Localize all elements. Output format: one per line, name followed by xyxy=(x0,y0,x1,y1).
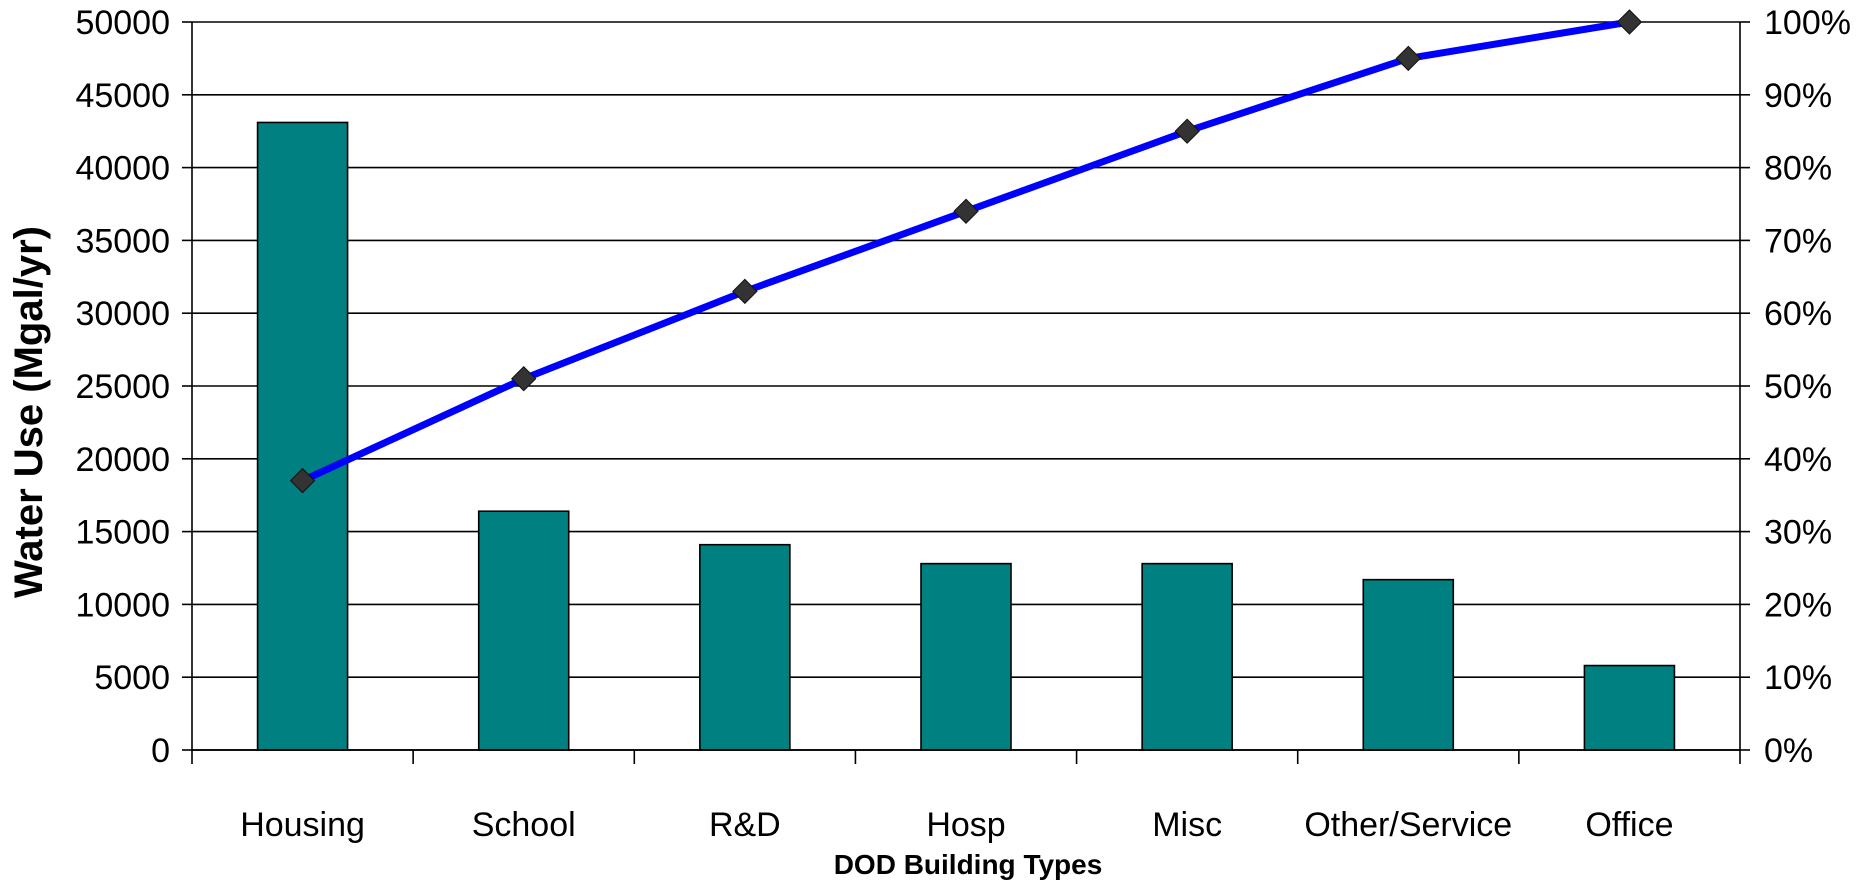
right-tick-label: 20% xyxy=(1764,586,1832,624)
cumulative-point-marker xyxy=(511,366,537,392)
category-label: School xyxy=(472,806,576,844)
cumulative-line xyxy=(299,18,1633,485)
left-tick-label: 35000 xyxy=(75,222,170,260)
right-tick-label: 90% xyxy=(1764,77,1832,115)
bar xyxy=(477,510,570,751)
bar xyxy=(256,121,349,751)
x-axis-title: DOD Building Types xyxy=(834,849,1103,880)
right-tick-label: 70% xyxy=(1764,222,1832,260)
left-tick-label: 5000 xyxy=(94,659,170,697)
category-label: Housing xyxy=(240,806,365,844)
cumulative-point-marker xyxy=(289,467,316,494)
right-tick-label: 60% xyxy=(1764,295,1832,333)
cumulative-markers xyxy=(289,9,1643,494)
left-tick-label: 25000 xyxy=(75,368,170,406)
cumulative-point-marker xyxy=(732,278,758,305)
category-label: Misc xyxy=(1152,806,1222,844)
bars xyxy=(256,121,1676,751)
axes xyxy=(182,21,1750,764)
left-tick-label: 0 xyxy=(151,732,170,770)
labels: 0 0% 5000 10% 10000 20% 15000 30% 20000 40% 25000 5… xyxy=(75,4,1851,844)
right-tick-label: 30% xyxy=(1764,514,1832,552)
category-label: Hosp xyxy=(926,806,1005,844)
right-tick-label: 0% xyxy=(1764,732,1813,770)
right-tick-label: 10% xyxy=(1764,659,1832,697)
left-tick-label: 20000 xyxy=(75,441,170,479)
left-tick-label: 50000 xyxy=(75,4,170,42)
left-tick-label: 45000 xyxy=(75,77,170,115)
cumulative-point-marker xyxy=(1616,9,1643,35)
gridlines xyxy=(192,21,1740,751)
y-axis-title: Water Use (Mgal/yr) xyxy=(7,226,51,598)
left-tick-label: 10000 xyxy=(75,586,170,624)
category-label: Other/Service xyxy=(1304,806,1512,844)
bar xyxy=(920,562,1012,751)
bar xyxy=(1141,562,1233,751)
cumulative-point-marker xyxy=(953,198,979,224)
bar xyxy=(1583,664,1676,751)
cumulative-point-marker xyxy=(1174,118,1200,144)
left-tick-label: 40000 xyxy=(75,150,170,188)
bar xyxy=(1362,578,1455,751)
right-tick-label: 100% xyxy=(1764,4,1851,42)
right-tick-label: 50% xyxy=(1764,368,1832,406)
category-label: R&D xyxy=(709,806,781,844)
cumulative-percent-line xyxy=(299,18,1633,485)
cumulative-point-marker xyxy=(1395,45,1421,72)
right-tick-label: 40% xyxy=(1764,441,1832,479)
left-tick-label: 30000 xyxy=(75,295,170,333)
bar xyxy=(699,543,791,751)
right-tick-label: 80% xyxy=(1764,150,1832,188)
left-tick-label: 15000 xyxy=(75,514,170,552)
category-label: Office xyxy=(1585,806,1673,844)
